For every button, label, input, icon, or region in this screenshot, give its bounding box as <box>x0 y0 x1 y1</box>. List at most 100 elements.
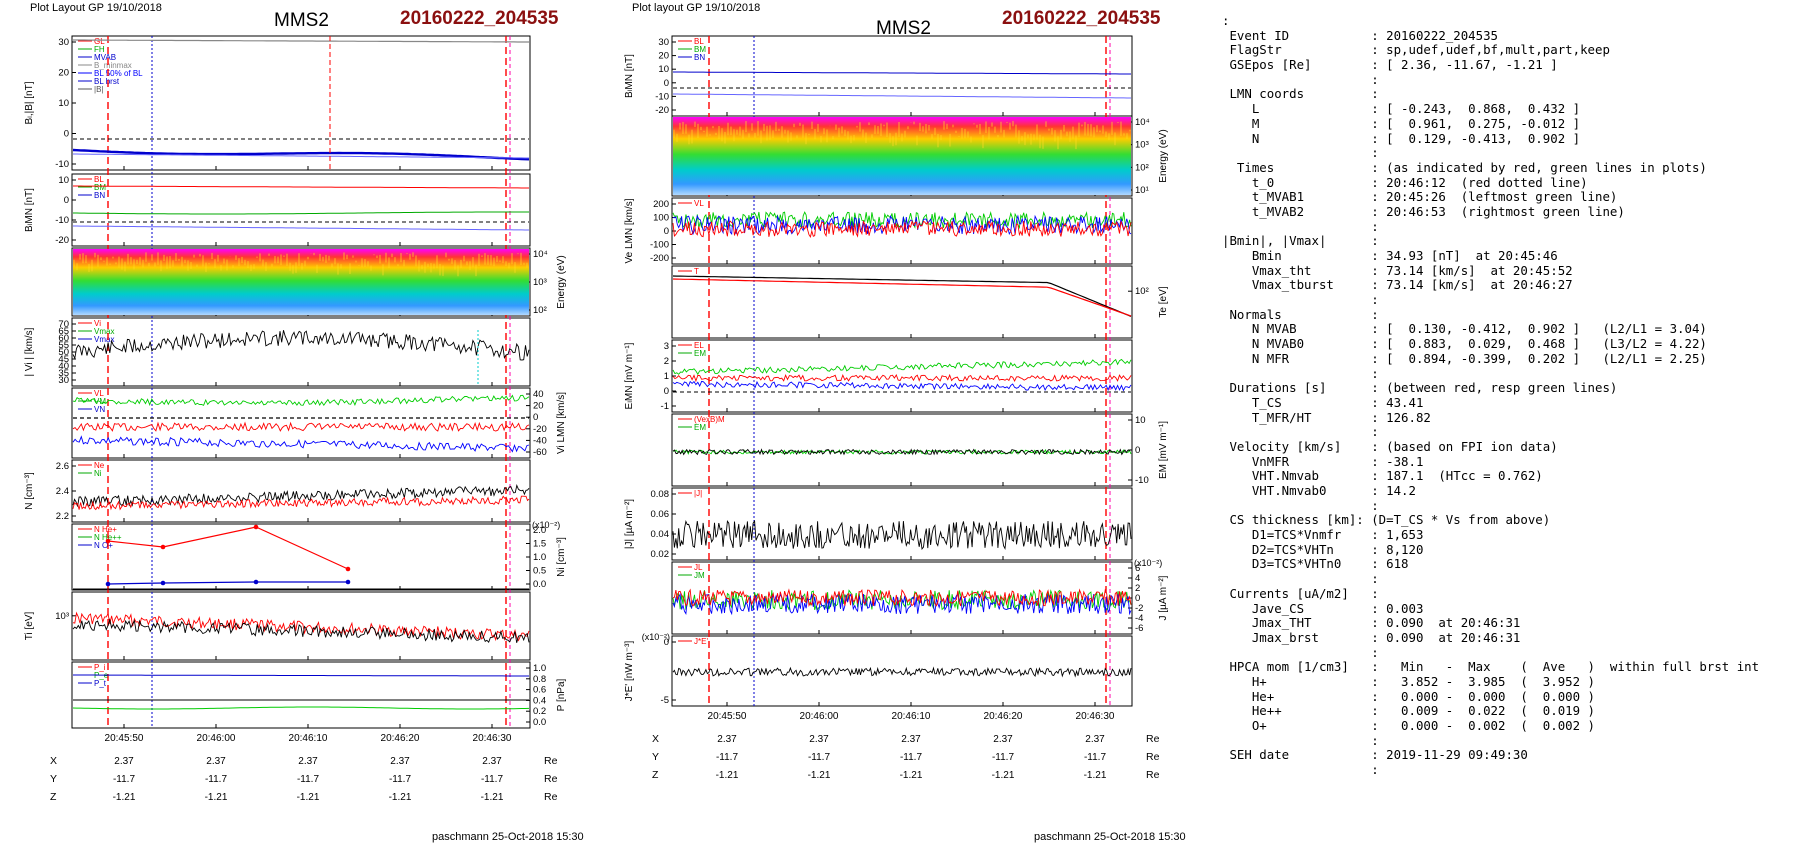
position-value: -1.21 <box>716 770 739 781</box>
spectrogram-texture <box>964 129 966 138</box>
y-tick-label: 0 <box>664 226 669 237</box>
series-bn <box>673 94 1131 98</box>
legend-entry: BN <box>694 53 705 62</box>
spectrogram-texture <box>1093 127 1095 137</box>
event-info-panel: : Event ID : 20160222_204535 FlagStr : s… <box>1222 14 1794 778</box>
spectrogram-texture <box>742 130 744 139</box>
info-line: : <box>1222 763 1794 778</box>
spectrogram-texture <box>805 133 807 144</box>
position-value: 2.37 <box>717 734 737 745</box>
spectrogram-texture <box>772 130 774 138</box>
spectrogram-texture <box>706 127 708 137</box>
y-tick-label: 0.04 <box>651 529 670 540</box>
spectrogram-texture <box>820 136 822 142</box>
spectrogram-texture <box>712 126 714 128</box>
spectrogram-texture <box>715 133 717 135</box>
spectrogram-texture <box>760 130 762 143</box>
y-tick-label: 10¹ <box>1135 185 1149 196</box>
info-line: T_CS : 43.41 <box>1222 396 1794 411</box>
spectrogram-texture <box>817 124 819 132</box>
spectrogram-texture <box>694 122 696 127</box>
spectrogram-texture <box>922 126 924 131</box>
spectrogram-texture <box>934 128 936 135</box>
info-line: Vmax_tht : 73.14 [km/s] at 20:45:52 <box>1222 264 1794 279</box>
spectrogram-texture <box>862 130 864 138</box>
y-tick-label: 10² <box>1135 162 1149 173</box>
spectrogram-texture <box>1036 124 1038 139</box>
spectrogram-texture <box>880 123 882 136</box>
info-line: Vmax_tburst : 73.14 [km/s] at 20:46:27 <box>1222 278 1794 293</box>
y-tick-label: -10 <box>1135 475 1149 486</box>
position-value: -11.7 <box>900 752 922 763</box>
position-value: -11.7 <box>992 752 1014 763</box>
y-axis-label: Te [eV] <box>1158 286 1169 317</box>
legend-entry: J*E' <box>694 637 708 646</box>
series-bl <box>673 72 1131 74</box>
position-value: -1.21 <box>808 770 831 781</box>
y-tick-label: -100 <box>650 240 669 251</box>
x-tick-label: 20:46:30 <box>1076 711 1115 722</box>
series-line <box>673 375 1131 381</box>
spectrogram-texture <box>856 126 858 128</box>
spectrogram-texture <box>745 121 747 132</box>
spectrogram-texture <box>1012 121 1014 126</box>
spectrogram-texture <box>718 126 720 139</box>
spectrogram-texture <box>985 121 987 133</box>
info-line: He++ : 0.009 - 0.022 ( 0.019 ) <box>1222 704 1794 719</box>
spectrogram-texture <box>736 130 738 135</box>
spectrogram-texture <box>682 122 684 134</box>
spectrogram-texture <box>1006 122 1008 123</box>
info-line: : <box>1222 220 1794 235</box>
spectrogram-texture <box>769 125 771 139</box>
spectrogram-texture <box>685 124 687 133</box>
info-line: |Bmin|, |Vmax| : <box>1222 234 1794 249</box>
y-tick-label: -6 <box>1135 623 1143 634</box>
spectrogram-texture <box>982 135 984 148</box>
y-tick-label: -1 <box>661 401 669 412</box>
info-line: CS thickness [km]: (D=T_CS * Vs from abo… <box>1222 513 1794 528</box>
info-line: H+ : 3.852 - 3.985 ( 3.952 ) <box>1222 675 1794 690</box>
spectrogram-texture <box>808 134 810 135</box>
spectrogram-texture <box>796 135 798 138</box>
spectrogram-texture <box>952 125 954 128</box>
info-line: D2=TCS*VHTn : 8,120 <box>1222 543 1794 558</box>
spectrogram-texture <box>1039 135 1041 148</box>
position-unit: Re <box>1146 769 1160 781</box>
info-line: N MFR : [ 0.894, -0.399, 0.202 ] (L2/L1 … <box>1222 352 1794 367</box>
info-line: VnMFR : -38.1 <box>1222 455 1794 470</box>
y-tick-label: 10 <box>1135 415 1146 426</box>
spectrogram-texture <box>976 125 978 128</box>
spectrogram-texture <box>1009 123 1011 130</box>
spectrogram-texture <box>970 136 972 142</box>
y-tick-label: 0.08 <box>651 489 670 500</box>
spectrogram-texture <box>1072 127 1074 139</box>
spectrogram-texture <box>1021 136 1023 141</box>
spectrogram-texture <box>691 130 693 144</box>
spectrogram-texture <box>1003 130 1005 138</box>
position-value: -1.21 <box>992 770 1015 781</box>
spectrogram-texture <box>727 123 729 136</box>
info-line: : <box>1222 14 1794 29</box>
legend-entry: JM <box>694 571 705 580</box>
spectrogram-texture <box>832 136 834 139</box>
spectrogram-texture <box>763 124 765 131</box>
spectrogram-texture <box>904 131 906 138</box>
legend-entry: EM <box>694 349 706 358</box>
y-axis-label: EM [mV m⁻¹] <box>1158 421 1169 479</box>
spectrogram-texture <box>724 132 726 143</box>
spectrogram-texture <box>733 129 735 141</box>
position-value: -1.21 <box>900 770 923 781</box>
info-line: N MVAB0 : [ 0.883, 0.029, 0.468 ] (L3/L2… <box>1222 337 1794 352</box>
spectrogram-texture <box>1075 135 1077 149</box>
info-line: : <box>1222 293 1794 308</box>
legend-entry: T <box>694 267 699 276</box>
y-axis-label: EₗMN [mV m⁻¹] <box>624 342 635 409</box>
spectrogram-texture <box>823 128 825 134</box>
spectrogram-texture <box>1102 125 1104 133</box>
spectrogram-texture <box>766 126 768 141</box>
info-line: N MVAB : [ 0.130, -0.412, 0.902 ] (L2/L1… <box>1222 322 1794 337</box>
spectrogram-texture <box>850 136 852 143</box>
series-line <box>673 668 1131 676</box>
info-line: N : [ 0.129, -0.413, 0.902 ] <box>1222 132 1794 147</box>
spectrogram-texture <box>676 134 678 142</box>
